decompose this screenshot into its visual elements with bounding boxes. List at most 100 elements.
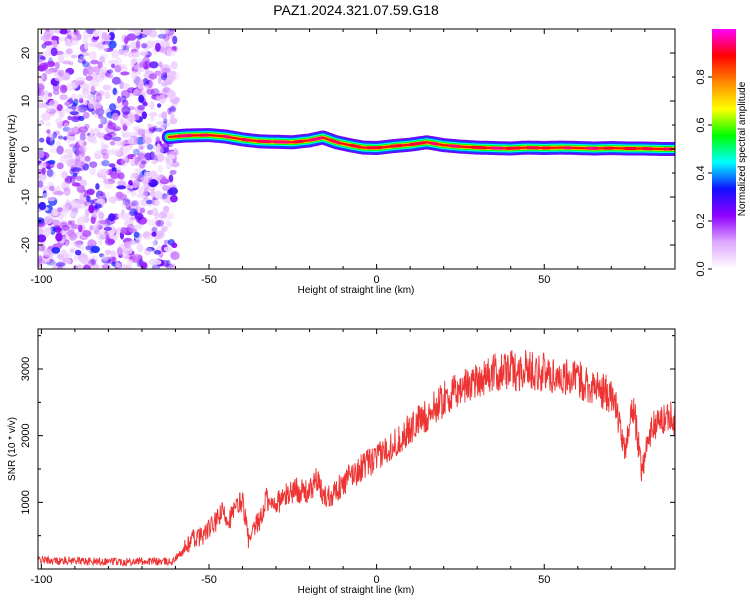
noise-speckle — [137, 128, 146, 136]
noise-speckle — [167, 31, 174, 37]
noise-speckle — [38, 83, 45, 92]
noise-speckle — [170, 194, 178, 203]
snr-ticks: -100 -50 0 50 1000 2000 3000 — [20, 329, 675, 586]
noise-speckle — [46, 60, 56, 68]
noise-speckle — [134, 157, 139, 166]
noise-speckle — [85, 75, 93, 81]
noise-speckle — [101, 144, 109, 150]
noise-speckle — [160, 40, 169, 49]
ridge-peak — [309, 136, 324, 142]
noise-speckle — [116, 185, 127, 190]
noise-speckle — [77, 199, 86, 205]
noise-speckle — [117, 172, 125, 180]
noise-speckle — [81, 259, 90, 265]
noise-speckle — [66, 82, 77, 91]
noise-speckle — [64, 101, 70, 107]
ridge-peak — [408, 141, 426, 147]
noise-speckle — [166, 154, 176, 159]
noise-speckle — [39, 137, 45, 143]
noise-speckle — [83, 215, 90, 224]
noise-speckle — [103, 226, 112, 231]
noise-speckle — [48, 159, 56, 165]
noise-speckle — [144, 84, 150, 90]
noise-speckle — [42, 192, 50, 198]
noise-speckle — [111, 167, 117, 172]
y-tick-label: 20 — [20, 47, 32, 59]
noise-speckle — [141, 29, 147, 38]
noise-speckle — [43, 31, 51, 40]
noise-speckle — [89, 166, 96, 176]
noise-speckle — [157, 164, 164, 173]
noise-speckle — [143, 247, 153, 253]
noise-speckle — [110, 250, 117, 259]
noise-speckle — [58, 36, 67, 42]
figure-title: PAZ1.2024.321.07.59.G18 — [273, 2, 439, 18]
noise-speckle — [38, 151, 45, 159]
noise-speckle — [135, 40, 141, 49]
noise-speckle — [115, 57, 122, 66]
noise-speckle — [139, 61, 146, 68]
noise-speckle — [160, 143, 170, 148]
noise-speckle — [142, 136, 152, 145]
noise-speckle — [141, 43, 148, 49]
noise-speckle — [80, 145, 87, 154]
noise-speckle — [148, 179, 158, 188]
noise-speckle — [41, 112, 51, 121]
noise-speckle — [38, 64, 49, 72]
noise-speckle — [82, 61, 90, 68]
noise-speckle — [90, 216, 96, 224]
noise-speckle — [122, 131, 127, 140]
noise-speckle — [124, 199, 130, 208]
noise-speckle — [120, 71, 130, 76]
noise-speckle — [168, 187, 179, 196]
noise-speckle — [51, 35, 59, 41]
noise-speckle — [59, 94, 68, 101]
noise-speckle — [76, 243, 81, 249]
noise-speckle — [98, 211, 105, 220]
noise-speckle — [90, 96, 96, 104]
noise-speckle — [38, 97, 43, 102]
noise-speckle — [95, 183, 100, 190]
noise-speckle — [66, 230, 74, 237]
noise-speckle — [70, 175, 76, 184]
noise-speckle — [168, 174, 174, 183]
noise-speckle — [55, 232, 63, 242]
noise-speckle — [68, 143, 78, 148]
noise-speckle — [46, 168, 54, 177]
noise-speckle — [125, 114, 131, 123]
noise-speckle — [75, 145, 84, 154]
noise-speckle — [159, 259, 169, 267]
noise-speckle — [108, 213, 116, 222]
noise-speckle — [117, 261, 126, 269]
noise-speckle — [139, 207, 146, 214]
noise-speckle — [117, 213, 122, 219]
noise-speckle — [99, 37, 104, 45]
ridge-peak — [177, 134, 193, 138]
noise-speckle — [48, 185, 55, 192]
snr-series-line — [38, 350, 675, 568]
noise-speckle — [126, 33, 137, 41]
noise-speckle — [158, 61, 163, 68]
noise-speckle — [43, 249, 53, 258]
noise-speckle — [157, 103, 162, 108]
ridge-peak — [349, 143, 362, 149]
x-tick-label: -100 — [30, 574, 52, 586]
noise-speckle — [77, 104, 88, 113]
noise-speckle — [152, 259, 162, 265]
noise-speckle — [43, 186, 49, 192]
snr-panel: -100 -50 0 50 1000 2000 3000 Height of straigh… — [7, 328, 676, 596]
snr-x-axis-label: Height of straight line (km) — [298, 585, 415, 596]
noise-speckle — [44, 215, 54, 225]
noise-speckle — [76, 185, 86, 193]
noise-speckle — [111, 63, 116, 69]
noise-speckle — [102, 84, 112, 92]
noise-speckle — [130, 189, 137, 197]
noise-speckle — [38, 162, 47, 169]
noise-speckle — [51, 219, 60, 226]
noise-speckle — [43, 41, 53, 46]
noise-speckle — [59, 84, 68, 94]
spectrogram-plot-area — [38, 29, 675, 269]
y-tick-label: -10 — [20, 189, 32, 205]
noise-speckle — [142, 101, 148, 107]
noise-speckle — [157, 220, 161, 227]
